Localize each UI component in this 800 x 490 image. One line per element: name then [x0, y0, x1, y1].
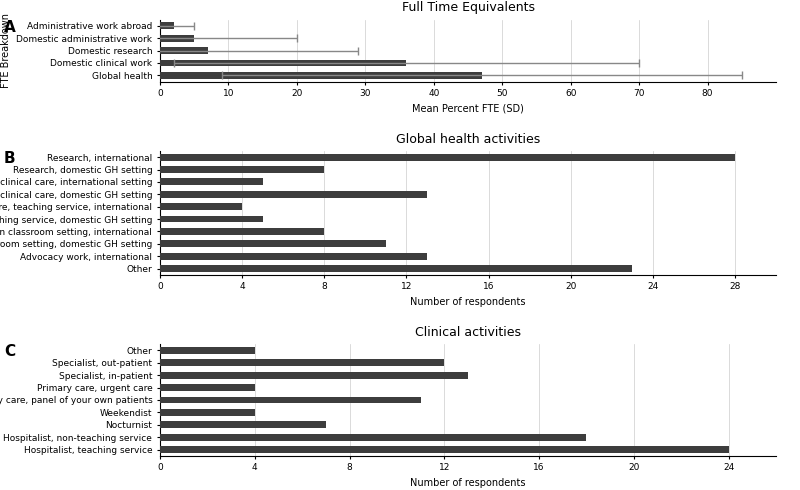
Text: C: C	[4, 344, 15, 359]
Bar	[160, 396, 421, 403]
Bar	[160, 228, 324, 235]
Bar	[160, 253, 427, 260]
Text: A: A	[4, 20, 16, 35]
Bar	[160, 265, 632, 272]
Bar	[160, 359, 444, 366]
Bar	[160, 191, 427, 197]
Bar	[160, 434, 586, 441]
Bar	[160, 166, 324, 173]
Title: Clinical activities: Clinical activities	[415, 326, 521, 339]
Bar	[160, 372, 468, 379]
Bar	[160, 60, 406, 66]
Bar	[160, 446, 729, 453]
X-axis label: Number of respondents: Number of respondents	[410, 297, 526, 307]
Bar	[160, 23, 174, 29]
Bar	[160, 216, 262, 222]
X-axis label: Mean Percent FTE (SD): Mean Percent FTE (SD)	[412, 104, 524, 114]
Y-axis label: FTE Breakdown: FTE Breakdown	[1, 13, 11, 88]
Bar	[160, 421, 326, 428]
Title: Full Time Equivalents: Full Time Equivalents	[402, 1, 534, 14]
Bar	[160, 203, 242, 210]
Bar	[160, 154, 735, 161]
Bar	[160, 178, 262, 185]
X-axis label: Number of respondents: Number of respondents	[410, 478, 526, 488]
Bar	[160, 72, 482, 79]
Bar	[160, 384, 254, 391]
Bar	[160, 409, 254, 416]
Bar	[160, 241, 386, 247]
Bar	[160, 47, 208, 54]
Text: B: B	[4, 151, 16, 166]
Bar	[160, 347, 254, 354]
Bar	[160, 35, 194, 42]
Title: Global health activities: Global health activities	[396, 133, 540, 146]
